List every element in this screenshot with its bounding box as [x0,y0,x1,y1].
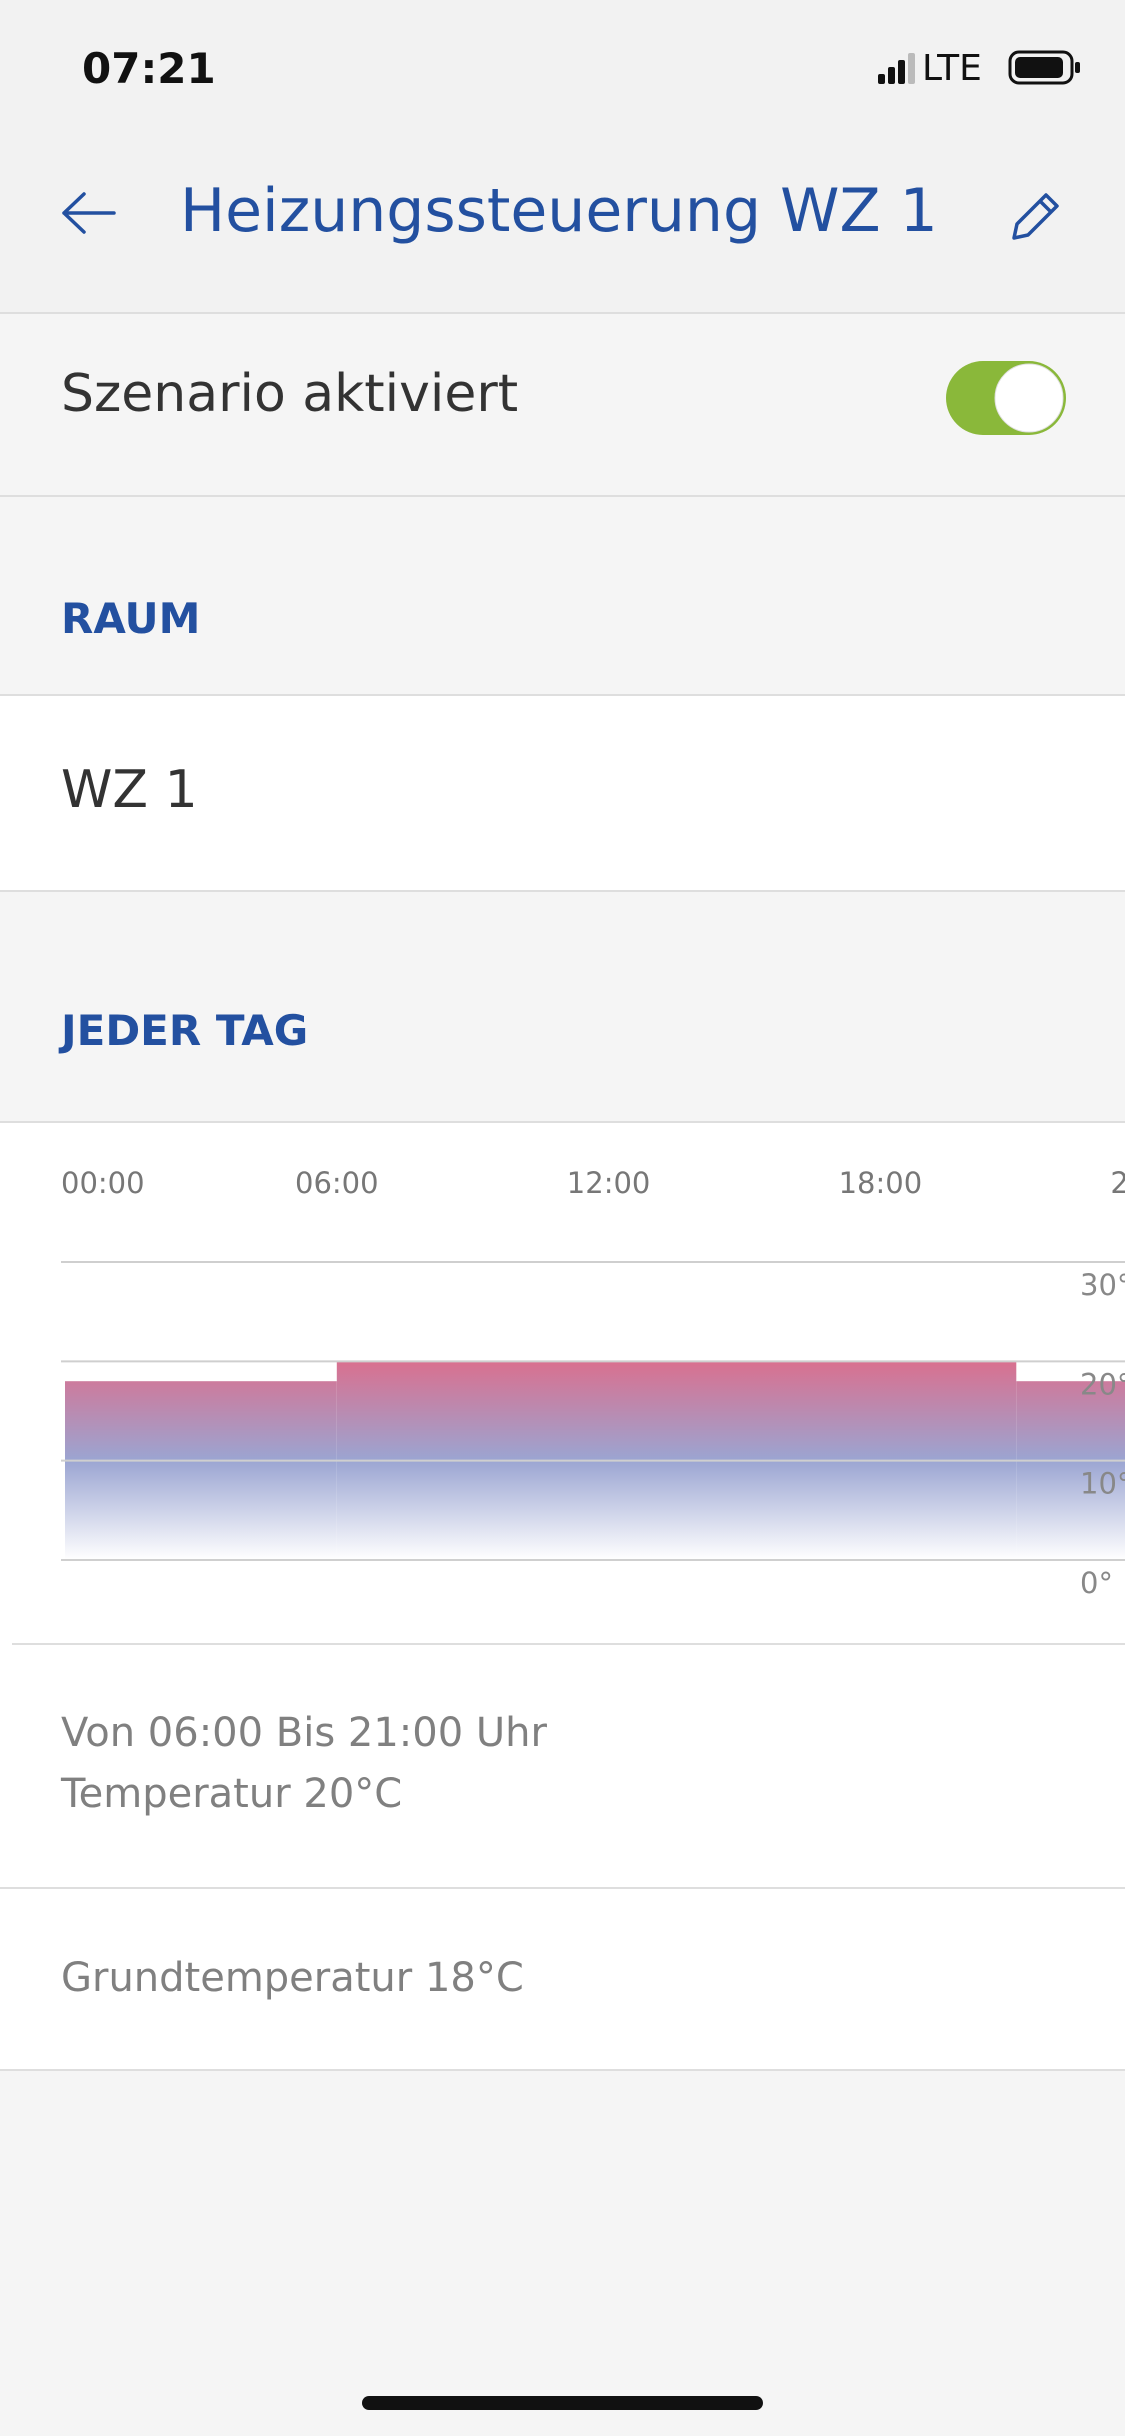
page-title: Heizungssteuerung WZ 1 [180,176,938,246]
network-label: LTE [922,48,982,89]
y-tick-label: 0° [1080,1566,1113,1600]
x-tick-label: 12:00 [567,1166,651,1200]
room-name: WZ 1 [61,760,198,820]
temperature-step [65,1381,337,1560]
toggle-switch[interactable] [944,359,1068,437]
x-tick-label: 00:00 [61,1166,145,1200]
period-text: Von 06:00 Bis 21:00 Uhr [61,1710,547,1756]
divider [12,1643,1125,1645]
app-header [0,0,1125,314]
divider [0,1887,1125,1889]
x-tick-label: 18:00 [839,1166,923,1200]
battery-icon [1008,50,1080,85]
temperature-text: Temperatur 20°C [61,1771,403,1817]
temperature-chart: 00:00 06:00 12:00 18:00 24:00 30° 20° 10° 0° [61,1166,1125,1600]
temperature-step [1016,1381,1125,1560]
y-tick-label: 30° [1080,1268,1125,1302]
y-tick-label: 10° [1080,1467,1125,1501]
x-tick-label: 06:00 [295,1166,379,1200]
toggle-row [0,314,1125,497]
y-tick-label: 20° [1080,1367,1125,1401]
x-tick-label: 24:00 [1110,1166,1125,1200]
base-temperature-text: Grundtemperatur 18°C [61,1955,524,2001]
edit-button[interactable] [1008,188,1064,244]
home-indicator [362,2396,763,2410]
toggle-knob [994,363,1064,433]
signal-icon [878,53,915,84]
room-row[interactable] [0,694,1125,892]
toggle-label: Szenario aktiviert [61,364,519,424]
room-heading: RAUM [61,594,201,643]
back-button[interactable] [60,190,120,236]
schedule-card [0,1121,1125,2071]
schedule-heading: JEDER TAG [61,1006,309,1055]
status-time: 07:21 [82,44,216,93]
